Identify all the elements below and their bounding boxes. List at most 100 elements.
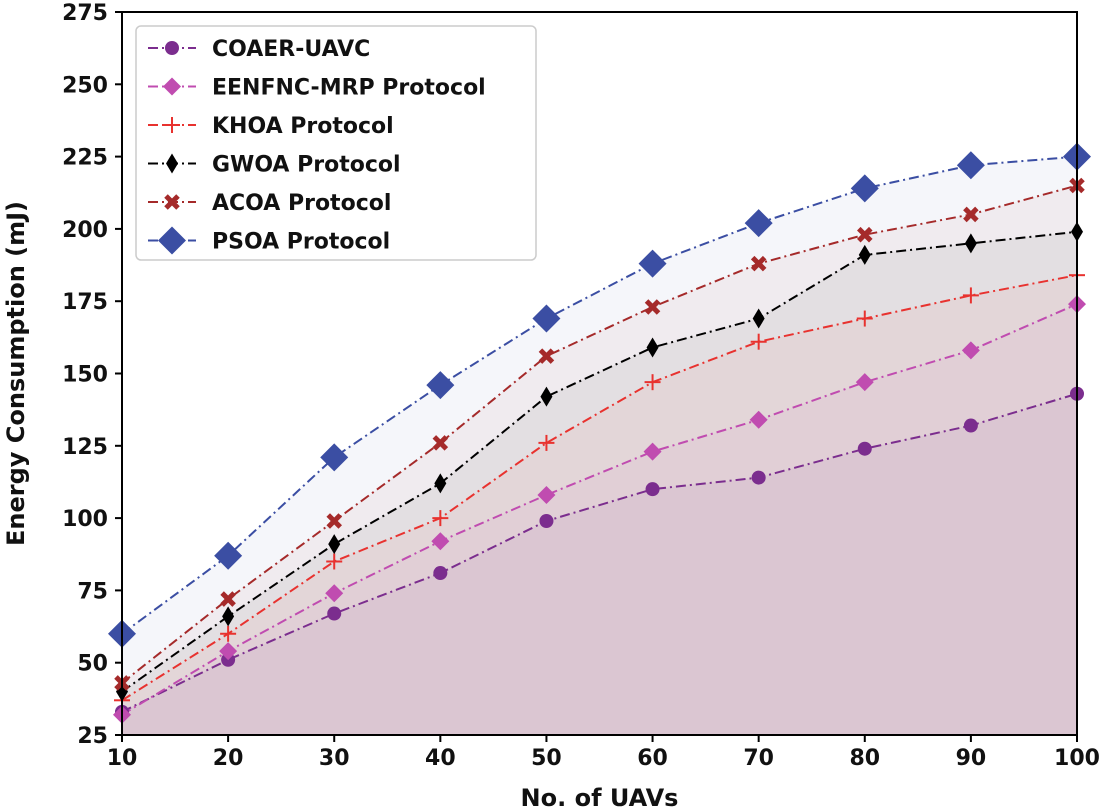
data-point-diamond [219,642,238,661]
x-tick-label: 100 [1054,746,1100,771]
y-axis-title: Energy Consumption (mJ) [2,201,30,546]
y-tick-label: 175 [62,290,108,315]
series-lines [121,155,1078,716]
data-point-big-diamond [426,371,455,400]
data-point-diamond [749,410,768,429]
data-point-diamond [643,442,662,461]
data-point-diamond [537,485,556,504]
series-line [121,155,1078,635]
data-point-x [220,591,236,607]
data-point-x [326,513,342,529]
data-point-thin-diamond [434,473,447,494]
y-tick-label: 75 [77,579,108,604]
data-point-big-diamond [850,174,879,203]
data-point-plus [538,434,555,451]
y-tick-label: 225 [62,146,108,171]
series-line [121,184,1078,684]
legend-entry: KHOA Protocol [148,114,394,139]
axis-ticks: 10 20 30 40 50 60 70 80 90 100 25 50 75 100 125 150 175 2… [62,1,1100,771]
data-point-diamond [431,532,450,551]
series-line [121,274,1078,702]
x-axis-title: No. of UAVs [521,784,679,810]
x-stroke [538,348,555,364]
data-point-plus [326,553,343,570]
fill-area [122,156,1077,736]
x-stroke [432,435,449,451]
x-stroke [644,299,661,315]
data-point-diamond [325,584,344,603]
data-point-diamond [855,373,874,392]
series-line [121,230,1078,693]
data-point-circle [645,482,660,497]
data-point-plus [432,510,449,527]
y-tick-label: 150 [62,363,108,388]
x-stroke [326,513,342,529]
data-point-big-diamond [158,226,186,255]
data-point-plus [962,287,979,304]
legend-box [135,25,537,261]
data-point-thin-diamond [328,534,341,555]
x-tick-label: 20 [213,746,244,771]
data-point-thin-diamond [964,233,977,254]
x-tick-label: 60 [637,746,668,771]
y-tick-label: 25 [77,724,108,749]
fill-area [122,231,1077,736]
legend-label: ACOA Protocol [212,191,391,216]
data-point-big-diamond [956,151,985,180]
y-tick-label: 125 [62,435,108,460]
data-point-plus [644,374,661,391]
legend-entry: EENFNC-MRP Protocol [148,76,486,101]
data-point-plus [856,310,873,327]
y-tick-label: 50 [77,652,108,677]
legend-entry: ACOA Protocol [148,191,391,216]
y-tick-label: 200 [62,218,108,243]
x-tick-label: 10 [107,746,138,771]
legend-entry: COAER-UAVC [148,37,370,62]
legend-label: EENFNC-MRP Protocol [212,76,486,101]
legend-label: KHOA Protocol [212,114,394,139]
x-stroke [750,255,767,272]
data-point-x [164,194,180,210]
series-line [121,392,1078,713]
data-point-plus [750,333,767,350]
fill-area [122,185,1077,735]
data-point-thin-diamond [540,386,553,407]
data-point-x [750,255,767,272]
data-point-x [432,435,449,451]
legend-label: COAER-UAVC [212,37,370,62]
x-tick-label: 70 [743,746,774,771]
data-point-diamond [961,341,980,360]
data-point-big-diamond [744,209,773,238]
x-tick-label: 90 [956,746,987,771]
y-tick-label: 275 [62,1,108,26]
data-point-circle [751,470,766,485]
data-point-plus [164,117,180,133]
data-point-big-diamond [532,304,561,333]
data-point-diamond [163,77,181,96]
data-point-thin-diamond [222,606,235,627]
x-stroke [963,206,979,223]
x-stroke [220,591,236,607]
legend-label: PSOA Protocol [212,230,390,255]
legend: COAER-UAVC EENFNC-MRP Protocol KHOA Protoc… [135,25,537,261]
series-line [121,303,1078,716]
x-tick-label: 30 [319,746,350,771]
legend-entry: GWOA Protocol [148,153,401,178]
data-point-circle [433,566,448,581]
data-point-x [644,299,661,315]
data-point-thin-diamond [646,337,659,358]
x-tick-label: 40 [425,746,456,771]
x-tick-label: 80 [849,746,880,771]
data-point-circle [857,441,872,456]
data-point-x [538,348,555,364]
data-point-circle [165,41,179,55]
legend-label: GWOA Protocol [212,153,401,178]
data-point-plus [220,625,237,642]
data-point-circle [539,513,554,528]
data-point-big-diamond [638,249,667,278]
data-point-big-diamond [320,443,349,472]
series-markers [108,142,1091,724]
data-point-thin-diamond [752,308,765,329]
data-point-circle [963,418,978,433]
